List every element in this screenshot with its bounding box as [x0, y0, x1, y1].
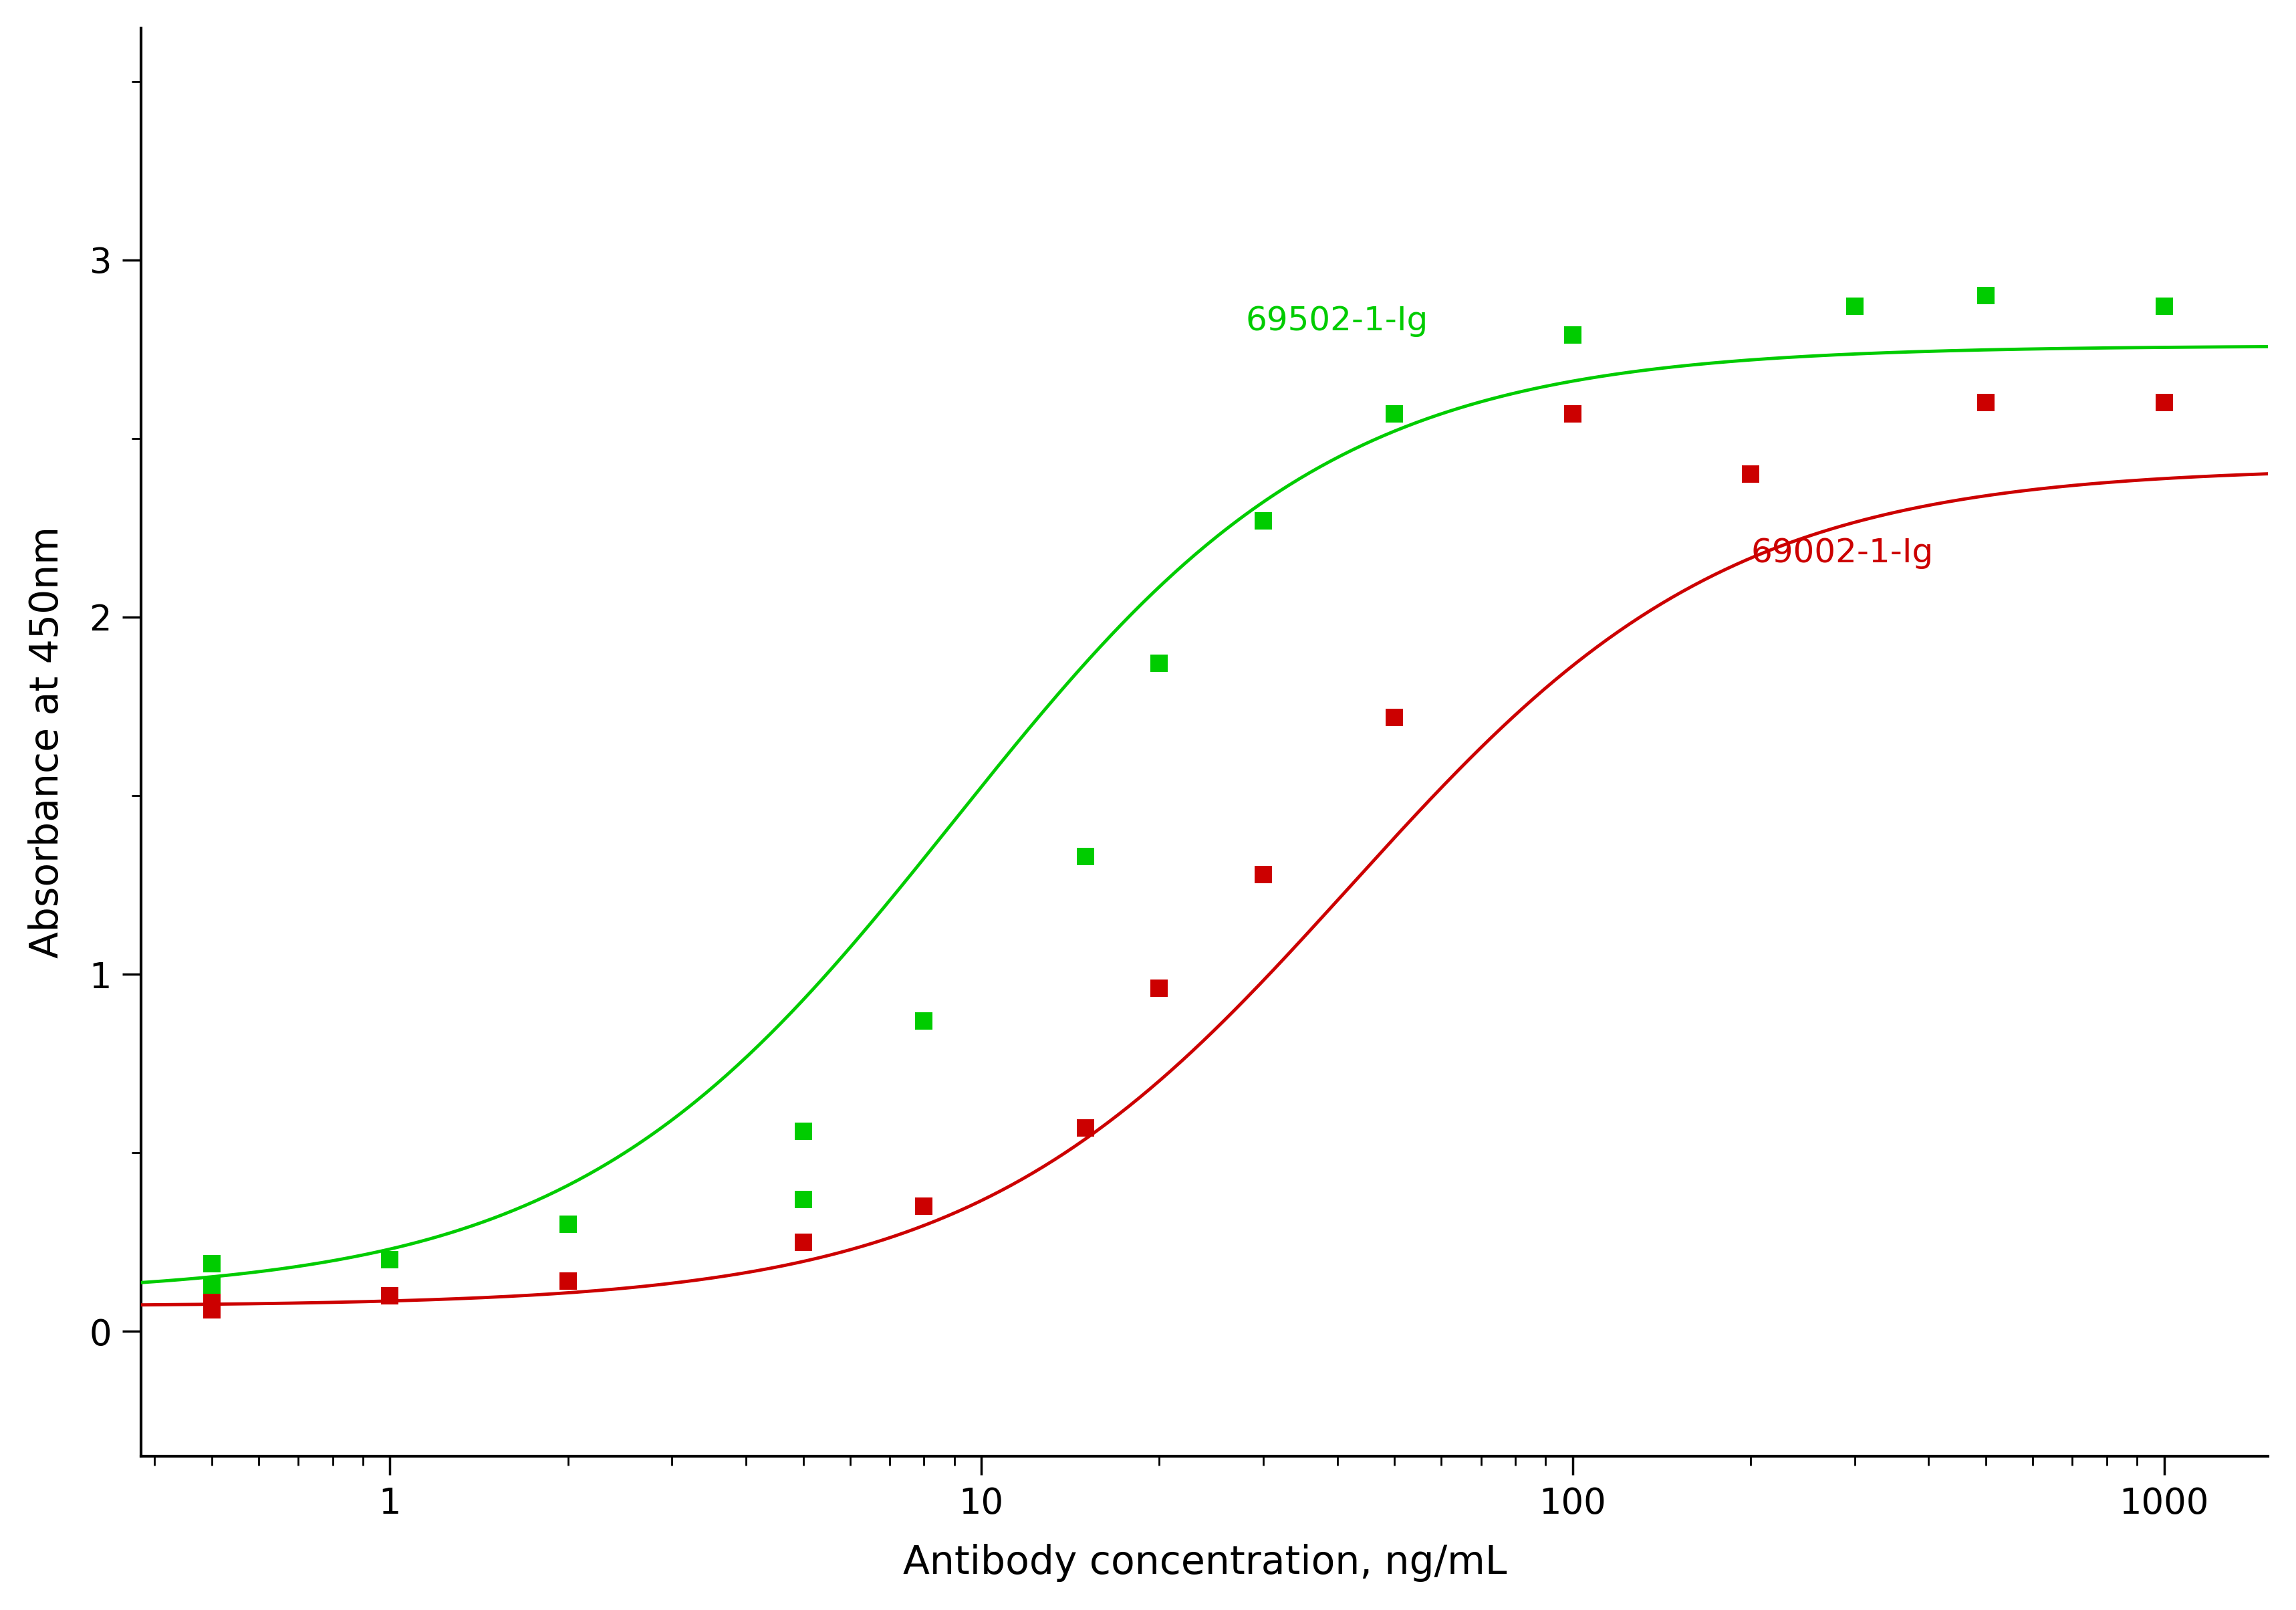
Point	[1375, 401, 1412, 427]
Point	[193, 1251, 230, 1277]
Point	[2147, 293, 2183, 319]
Point	[1244, 507, 1281, 533]
Point	[193, 1290, 230, 1315]
Point	[2147, 390, 2183, 415]
Point	[1968, 390, 2004, 415]
Point	[193, 1272, 230, 1298]
Point	[1068, 1114, 1104, 1140]
Point	[785, 1228, 822, 1254]
Point	[1968, 283, 2004, 309]
Point	[1068, 844, 1104, 869]
Point	[549, 1211, 585, 1236]
Point	[372, 1248, 409, 1274]
Point	[1554, 322, 1591, 348]
Point	[785, 1187, 822, 1212]
Point	[549, 1269, 585, 1294]
Point	[785, 1119, 822, 1145]
Point	[1375, 704, 1412, 729]
Point	[905, 1008, 941, 1034]
Point	[1141, 650, 1178, 676]
Text: 69502-1-Ig: 69502-1-Ig	[1247, 304, 1428, 336]
Point	[905, 1193, 941, 1219]
Point	[1554, 401, 1591, 427]
Y-axis label: Absorbance at 450nm: Absorbance at 450nm	[28, 526, 67, 958]
Point	[372, 1283, 409, 1309]
X-axis label: Antibody concentration, ng/mL: Antibody concentration, ng/mL	[902, 1544, 1506, 1583]
Text: 69002-1-Ig: 69002-1-Ig	[1750, 536, 1933, 568]
Point	[1141, 976, 1178, 1001]
Point	[193, 1298, 230, 1323]
Point	[1244, 861, 1281, 887]
Point	[1731, 462, 1768, 488]
Point	[1837, 293, 1874, 319]
